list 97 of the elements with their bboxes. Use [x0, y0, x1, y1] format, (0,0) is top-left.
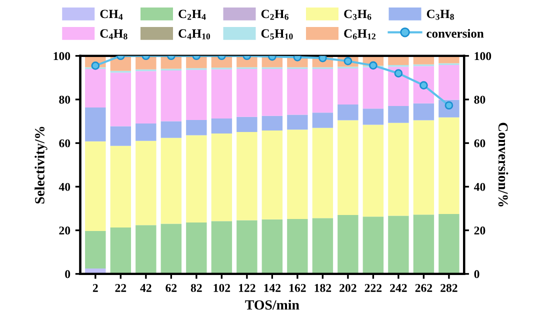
x-tick-label: 222 — [364, 284, 382, 292]
bar — [186, 135, 207, 222]
legend-label: C$_{2}$H$_{6}$ — [261, 10, 288, 20]
bar — [312, 128, 334, 218]
bar — [338, 104, 358, 120]
x-axis-title: TOS/min — [245, 300, 300, 310]
bar — [438, 117, 460, 214]
bar — [85, 108, 106, 142]
bar — [312, 112, 334, 128]
legend-label: C$_{3}$H$_{6}$ — [344, 10, 372, 20]
bar — [85, 141, 106, 231]
bar — [287, 68, 308, 115]
x-tick-label: 262 — [415, 284, 432, 292]
y2-tick-label: 40 — [474, 182, 486, 191]
y-tick-label: 60 — [59, 139, 70, 148]
legend-label: C$_{3}$H$_{8}$ — [426, 10, 454, 20]
y-tick-label: 100 — [54, 52, 70, 60]
legend-label: C$_{5}$H$_{10}$ — [261, 29, 293, 40]
bar — [388, 122, 409, 216]
bar — [136, 225, 156, 274]
bar — [312, 68, 334, 113]
bar — [136, 71, 156, 124]
y2-tick-label: 100 — [474, 52, 492, 60]
legend-label: C$_{6}$H$_{12}$ — [344, 29, 376, 40]
x-tick-label: 162 — [290, 284, 306, 292]
bar — [338, 120, 358, 216]
bar — [413, 214, 434, 274]
y2-tick-label: 60 — [474, 139, 486, 148]
bar — [211, 133, 232, 222]
y-tick-label: 20 — [59, 226, 70, 235]
bar — [110, 146, 132, 228]
y2-tick-label: 20 — [474, 226, 486, 235]
x-tick-label: 42 — [140, 284, 152, 292]
x-tick-label: 242 — [390, 284, 407, 292]
bar — [287, 114, 308, 130]
y2-axis-title: Conversion/% — [498, 122, 508, 206]
x-tick-label: 282 — [440, 284, 458, 292]
bar — [236, 220, 258, 274]
x-tick-label: 202 — [340, 284, 356, 292]
y-tick-label: 0 — [65, 270, 70, 278]
bar — [388, 106, 409, 123]
bar — [236, 116, 258, 132]
bar — [262, 130, 283, 220]
legend-label: C$_{4}$H$_{8}$ — [100, 29, 128, 40]
legend-label: conversion — [426, 28, 484, 38]
bar — [413, 103, 434, 120]
bar — [362, 216, 384, 274]
y-axis-title: Selectivity/% — [34, 126, 48, 204]
x-tick-label: 102 — [214, 284, 230, 292]
bar — [413, 120, 434, 215]
bar — [338, 68, 358, 104]
bar — [287, 130, 308, 219]
bar — [236, 132, 258, 220]
bar — [186, 70, 207, 120]
y2-tick-label: 80 — [474, 96, 486, 104]
legend-label: C$_{4}$H$_{10}$ — [178, 29, 210, 40]
bar — [136, 140, 156, 226]
y2-tick-label: 0 — [474, 270, 480, 278]
bar — [211, 69, 232, 118]
bar — [160, 70, 182, 122]
bar — [110, 72, 132, 126]
bar — [388, 216, 409, 274]
bar — [362, 67, 384, 109]
bar — [211, 118, 232, 134]
y-tick-label: 80 — [59, 96, 70, 104]
x-tick-label: 82 — [190, 284, 202, 292]
bar — [236, 68, 258, 117]
bar — [262, 116, 283, 130]
x-tick-label: 122 — [239, 284, 256, 292]
y-tick-label: 40 — [58, 182, 70, 191]
bar — [85, 68, 106, 108]
legend-label: C$_{2}$H$_{4}$ — [178, 10, 206, 20]
bar — [362, 108, 384, 125]
bar — [438, 214, 460, 274]
bar — [262, 219, 283, 274]
bar — [438, 65, 460, 100]
bar — [110, 227, 132, 274]
bar — [287, 218, 308, 274]
x-tick-label: 182 — [314, 284, 332, 292]
bar — [312, 218, 334, 274]
bar — [338, 215, 358, 274]
bar — [186, 120, 207, 136]
x-tick-label: 2 — [92, 284, 98, 292]
x-tick-label: 142 — [264, 284, 281, 292]
bar — [160, 224, 182, 274]
bar — [110, 126, 132, 146]
bar — [136, 123, 156, 141]
bar — [211, 221, 232, 274]
bar — [262, 68, 283, 116]
x-tick-label: 22 — [115, 284, 126, 292]
bar — [160, 138, 182, 224]
x-tick-label: 62 — [166, 284, 177, 292]
bar — [186, 222, 207, 274]
bar — [160, 121, 182, 138]
bar — [85, 230, 106, 268]
bar — [362, 124, 384, 217]
legend-label: CH$_{4}$ — [100, 10, 123, 20]
